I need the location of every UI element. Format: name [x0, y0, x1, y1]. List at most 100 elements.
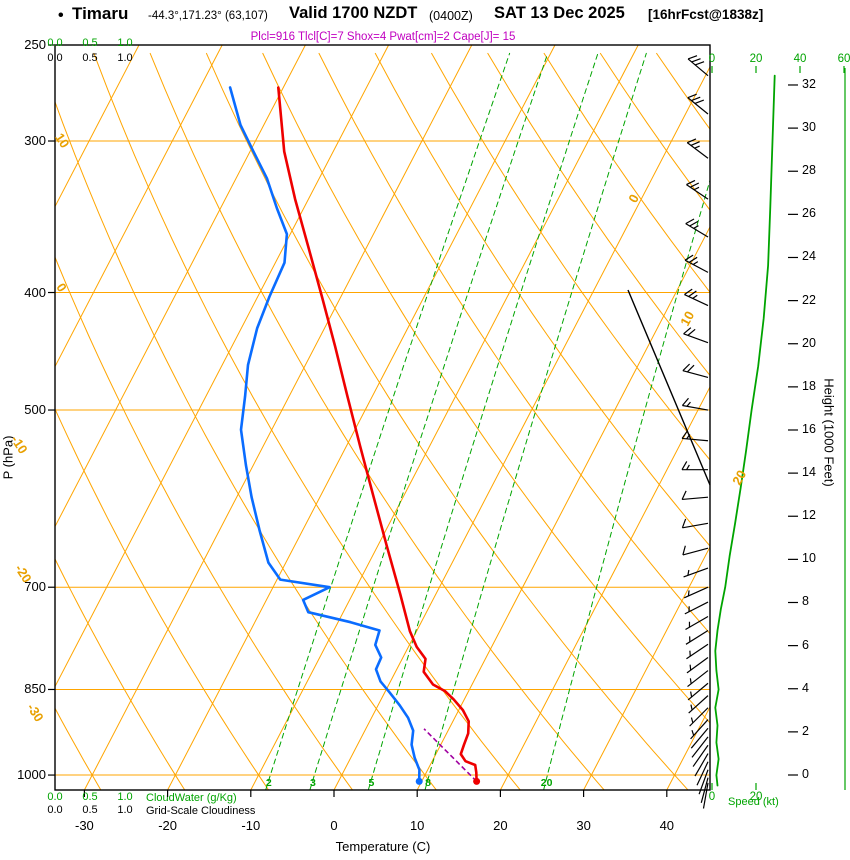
wind-barb-half-feather [693, 225, 699, 229]
wind-barb-feather [689, 182, 700, 188]
temperature-tick-label: 30 [576, 818, 591, 833]
cloudwater-scale-top-label: 0.5 [82, 37, 98, 49]
mixing-ratio-label: 20 [541, 777, 553, 789]
wind-barb-half-feather [691, 730, 695, 736]
pressure-tick-label: 850 [24, 681, 46, 697]
wind-barb-feather [694, 61, 705, 66]
wind-barb-staff [700, 777, 709, 803]
wind-barb-feather [687, 328, 696, 336]
wind-barb-half-feather [686, 464, 690, 471]
wind-barb-half-feather [690, 704, 693, 711]
wind-barb-staff [698, 769, 709, 795]
height-tick-label: 0 [802, 767, 809, 781]
isotherm-line [499, 385, 710, 790]
temperature-tick-label: 10 [409, 818, 425, 833]
wind-barb-feather [687, 93, 697, 99]
height-tick-label: 2 [802, 723, 809, 738]
height-tick-label: 4 [802, 680, 809, 695]
wind-barb-staff [686, 184, 709, 200]
wind-barb-feather [684, 288, 693, 296]
pressure-tick-label: 1000 [17, 767, 46, 783]
valid-time-utc: (0400Z) [429, 9, 473, 23]
height-tick-label: 28 [802, 163, 816, 178]
height-tick-label: 10 [802, 551, 816, 566]
wind-barb-feather [681, 430, 689, 439]
wind-barb-feather [694, 99, 705, 104]
dewpoint-curve [228, 86, 421, 783]
wind-barb-staff [682, 370, 709, 379]
wind-barb-staff [685, 615, 709, 631]
wind-barb-feather [681, 518, 687, 529]
wind-barb-staff [683, 333, 709, 344]
wind-barb-feather [691, 58, 701, 63]
station-bullet-icon: • [58, 7, 64, 24]
wind-barb-staff [687, 670, 709, 688]
speed-axis-title: Speed (kt) [728, 796, 779, 808]
isotherm-line [55, 45, 140, 208]
wind-barb-staff [696, 761, 709, 786]
cloudiness-scale-bottom-label: 0.5 [82, 804, 98, 816]
cloudwater-scale-top-label: 0.0 [47, 37, 63, 49]
cloudwater-scale-bottom-label: 1.0 [117, 791, 133, 803]
dry-adiabat-line [431, 52, 710, 461]
wind-barb-staff [684, 259, 709, 273]
height-tick-label: 16 [802, 421, 816, 436]
height-tick-label: 32 [802, 76, 816, 91]
valid-date: SAT 13 Dec 2025 [494, 4, 625, 22]
cloudiness-scale-top-label: 1.0 [117, 52, 133, 64]
dry-adiabat-line [262, 52, 710, 724]
dry-adiabat-line [149, 52, 605, 790]
wind-barb-staff [682, 496, 709, 501]
height-tick-label: 22 [802, 292, 816, 307]
parcel-path-line [423, 728, 478, 782]
wind-barb-staff [694, 753, 709, 777]
wind-barb-staff [687, 97, 709, 115]
wind-barb-feather [682, 545, 686, 556]
station-coordinates: -44.3°,171.23° (63,107) [148, 10, 268, 22]
temperature-tick-label: -20 [158, 818, 177, 833]
wind-barb-staff [692, 744, 709, 767]
isotherm-line [55, 45, 306, 528]
wind-barb-half-feather [686, 401, 691, 407]
wind-barb-staff [702, 782, 709, 809]
wind-barb-feather [686, 179, 696, 186]
pressure-tick-label: 400 [24, 284, 46, 300]
cloudwater-scale-bottom-label: 0.5 [82, 791, 98, 803]
wind-barb-feather [684, 254, 694, 261]
dry-adiabat-line [55, 255, 353, 790]
mixing-ratio-line [367, 52, 599, 790]
wind-barb-feather [682, 363, 691, 372]
height-tick-label: 8 [802, 594, 809, 609]
temperature-tick-label: 40 [659, 818, 675, 833]
temperature-tick-label: -30 [74, 818, 94, 833]
thermo-indices-line: Plcl=916 Tlcl[C]=7 Shox=4 Pwat[cm]=2 Cap… [250, 31, 516, 43]
dry-adiabat-line [374, 52, 710, 547]
skewt-grid: 2 3 5 8 20 [55, 45, 710, 790]
mixing-ratio-line [424, 52, 647, 790]
isotherm-line [167, 45, 556, 790]
cloudiness-scale-top-label: 0.0 [47, 52, 63, 64]
isotherm-line [583, 545, 710, 790]
dry-adiabat-line [543, 52, 710, 294]
speed-top-tick-label: 40 [793, 53, 807, 65]
axis-ticks [48, 44, 845, 797]
surface-temp-dot [473, 777, 481, 785]
wind-barb-half-feather [690, 717, 694, 724]
dry-adiabat-line [55, 407, 269, 790]
wind-barb-staff [682, 404, 709, 411]
wind-barb-half-feather [689, 664, 692, 671]
pressure-tick-label: 300 [24, 133, 46, 148]
mixing-ratio-label: 5 [368, 777, 374, 789]
wind-barb-staff [688, 695, 709, 714]
cloudiness-legend: Grid-Scale Cloudiness [146, 805, 256, 817]
cloudwater-scale-bottom-label: 0.0 [47, 791, 63, 803]
cloudiness-scale-bottom-label: 0.0 [47, 804, 63, 816]
isotherm-line [55, 45, 57, 48]
speed-bottom-tick-label: 20 [749, 791, 763, 803]
height-tick-label: 24 [802, 249, 816, 264]
dry-adiabat-line [318, 52, 710, 635]
speed-top-tick-label: 20 [749, 53, 763, 65]
isotherm-line [83, 45, 473, 790]
isotherm-line [333, 65, 710, 790]
